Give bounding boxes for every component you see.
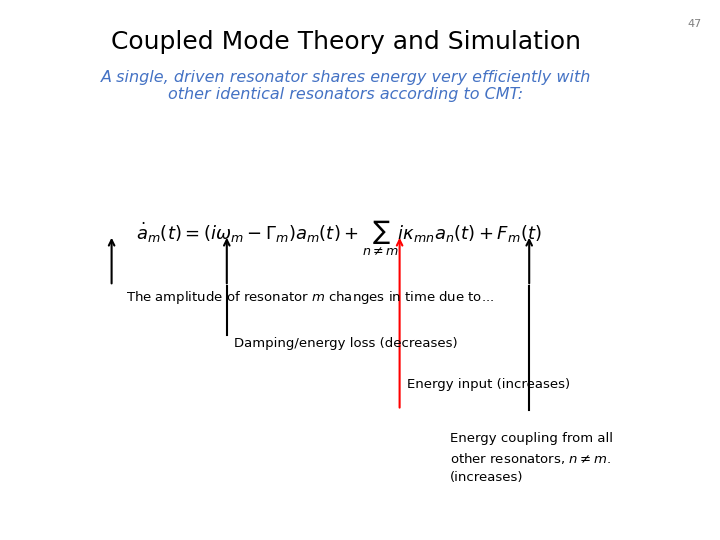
Text: Energy coupling from all
other resonators, $n\neq m$.
(increases): Energy coupling from all other resonator…	[450, 432, 613, 484]
Text: Energy input (increases): Energy input (increases)	[407, 378, 570, 391]
Text: A single, driven resonator shares energy very efficiently with: A single, driven resonator shares energy…	[100, 70, 591, 85]
Text: 47: 47	[688, 19, 702, 29]
Text: The amplitude of resonator $m$ changes in time due to...: The amplitude of resonator $m$ changes i…	[126, 289, 494, 306]
Text: other identical resonators according to CMT:: other identical resonators according to …	[168, 87, 523, 103]
Text: $\dot{a}_m(t) = (i\omega_m - \Gamma_m)a_m(t) + \sum_{n \neq m} i\kappa_{mn}a_n(t: $\dot{a}_m(t) = (i\omega_m - \Gamma_m)a_…	[135, 219, 541, 258]
Text: Damping/energy loss (decreases): Damping/energy loss (decreases)	[234, 338, 458, 350]
Text: Coupled Mode Theory and Simulation: Coupled Mode Theory and Simulation	[111, 30, 580, 53]
